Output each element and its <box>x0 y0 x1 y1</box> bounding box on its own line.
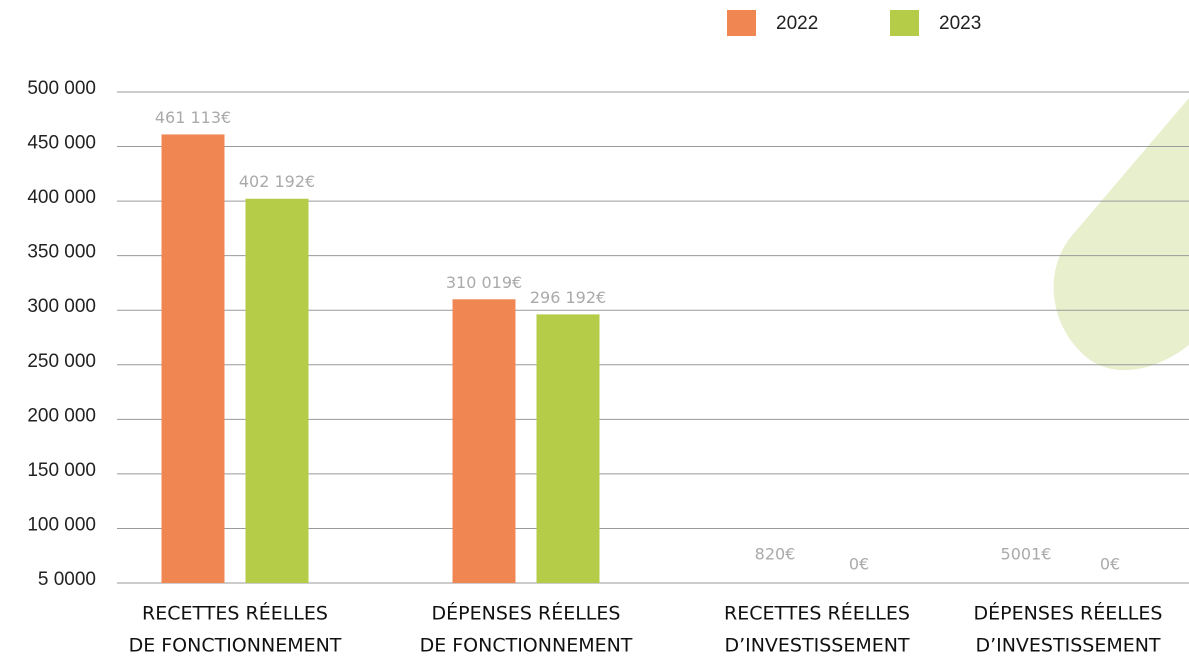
decoration <box>1053 98 1189 371</box>
value-label: 820€ <box>755 545 796 564</box>
y-tick-label: 300 000 <box>27 296 96 317</box>
x-tick-label: RECETTES RÉELLES <box>724 602 910 625</box>
bar <box>452 299 516 583</box>
value-label: 0€ <box>1100 555 1120 574</box>
value-label: 0€ <box>849 555 869 574</box>
value-label: 310 019€ <box>446 273 522 292</box>
y-tick-label: 100 000 <box>27 514 96 535</box>
value-label: 461 113€ <box>155 108 231 127</box>
legend-swatch <box>890 10 919 36</box>
y-tick-label: 5 0000 <box>38 569 96 590</box>
x-tick-label: DÉPENSES RÉELLES <box>432 602 621 625</box>
legend-label: 2023 <box>939 13 981 34</box>
x-tick-label: DÉPENSES RÉELLES <box>974 602 1163 625</box>
labels: 5 0000 100 000 150 000 200 000 250 000 300 00… <box>27 10 1162 657</box>
value-label: 5001€ <box>1001 545 1052 564</box>
legend-swatch <box>727 10 756 36</box>
x-tick-label: DE FONCTIONNEMENT <box>420 635 633 657</box>
y-tick-label: 450 000 <box>27 133 96 154</box>
y-tick-label: 200 000 <box>27 405 96 426</box>
bar <box>536 314 600 583</box>
x-tick-label: D’INVESTISSEMENT <box>975 635 1160 657</box>
bar <box>161 134 225 583</box>
x-tick-label: DE FONCTIONNEMENT <box>129 635 342 657</box>
y-tick-label: 250 000 <box>27 351 96 372</box>
bars <box>161 134 600 583</box>
y-tick-label: 500 000 <box>27 78 96 99</box>
value-label: 296 192€ <box>530 288 606 307</box>
value-label: 402 192€ <box>239 172 315 191</box>
y-tick-label: 150 000 <box>27 460 96 481</box>
bar <box>245 198 309 583</box>
x-tick-label: D’INVESTISSEMENT <box>724 635 909 657</box>
legend-label: 2022 <box>776 13 818 34</box>
y-tick-label: 400 000 <box>27 187 96 208</box>
x-tick-label: RECETTES RÉELLES <box>142 602 328 625</box>
y-tick-label: 350 000 <box>27 242 96 263</box>
